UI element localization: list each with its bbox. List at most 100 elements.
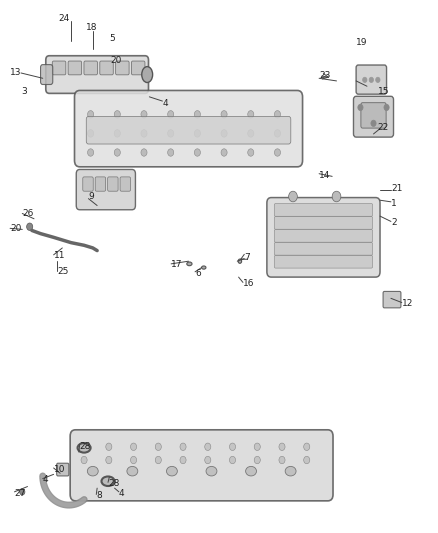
- Text: 7: 7: [244, 253, 250, 262]
- Text: 24: 24: [58, 14, 69, 23]
- Circle shape: [358, 104, 363, 111]
- Text: 13: 13: [10, 68, 21, 77]
- Text: 25: 25: [57, 268, 68, 276]
- Ellipse shape: [201, 266, 206, 269]
- FancyBboxPatch shape: [52, 61, 66, 75]
- Text: 18: 18: [86, 23, 98, 33]
- FancyBboxPatch shape: [95, 177, 106, 191]
- Text: 28: 28: [108, 479, 120, 488]
- FancyBboxPatch shape: [356, 65, 387, 94]
- Circle shape: [155, 456, 161, 464]
- Circle shape: [155, 443, 161, 450]
- Circle shape: [248, 149, 254, 156]
- FancyBboxPatch shape: [74, 91, 303, 167]
- Circle shape: [275, 130, 280, 137]
- FancyBboxPatch shape: [68, 61, 81, 75]
- Text: 28: 28: [80, 442, 91, 451]
- Circle shape: [254, 443, 260, 450]
- Circle shape: [88, 111, 94, 118]
- Ellipse shape: [187, 262, 192, 266]
- FancyBboxPatch shape: [120, 177, 131, 191]
- Text: 26: 26: [22, 209, 34, 218]
- Circle shape: [304, 456, 310, 464]
- Circle shape: [168, 149, 174, 156]
- Ellipse shape: [102, 477, 115, 486]
- Circle shape: [363, 77, 367, 83]
- Circle shape: [221, 130, 227, 137]
- Ellipse shape: [127, 466, 138, 476]
- Text: 20: 20: [110, 56, 122, 65]
- Text: 3: 3: [21, 87, 27, 96]
- Ellipse shape: [285, 466, 296, 476]
- Circle shape: [180, 456, 186, 464]
- Circle shape: [194, 130, 201, 137]
- FancyBboxPatch shape: [353, 96, 393, 137]
- Circle shape: [230, 456, 236, 464]
- Circle shape: [114, 130, 120, 137]
- Circle shape: [106, 456, 112, 464]
- Ellipse shape: [166, 466, 177, 476]
- Circle shape: [369, 77, 374, 83]
- Circle shape: [289, 191, 297, 202]
- Text: 12: 12: [402, 299, 413, 308]
- Text: 14: 14: [319, 171, 331, 180]
- FancyBboxPatch shape: [57, 463, 69, 476]
- Ellipse shape: [87, 466, 98, 476]
- Text: 21: 21: [391, 183, 402, 192]
- Circle shape: [279, 456, 285, 464]
- Text: 15: 15: [378, 87, 389, 96]
- Circle shape: [131, 443, 137, 450]
- Text: 20: 20: [10, 224, 21, 233]
- Text: 16: 16: [243, 279, 254, 288]
- FancyBboxPatch shape: [383, 292, 401, 308]
- FancyBboxPatch shape: [274, 216, 373, 229]
- Circle shape: [248, 111, 254, 118]
- Circle shape: [81, 456, 87, 464]
- Circle shape: [81, 443, 87, 450]
- FancyBboxPatch shape: [100, 61, 113, 75]
- Circle shape: [141, 130, 147, 137]
- Circle shape: [194, 111, 201, 118]
- Circle shape: [221, 149, 227, 156]
- Circle shape: [376, 77, 380, 83]
- FancyBboxPatch shape: [70, 430, 333, 501]
- Ellipse shape: [206, 466, 217, 476]
- Circle shape: [180, 443, 186, 450]
- FancyBboxPatch shape: [361, 103, 386, 128]
- Ellipse shape: [238, 259, 242, 263]
- Circle shape: [230, 443, 236, 450]
- Text: 6: 6: [195, 269, 201, 278]
- Ellipse shape: [246, 466, 257, 476]
- Circle shape: [254, 456, 260, 464]
- Text: 4: 4: [119, 489, 124, 498]
- Ellipse shape: [142, 67, 152, 83]
- Circle shape: [194, 149, 201, 156]
- FancyBboxPatch shape: [108, 177, 118, 191]
- Text: 22: 22: [378, 123, 389, 132]
- Text: 1: 1: [391, 199, 397, 208]
- Text: 2: 2: [391, 218, 396, 227]
- FancyBboxPatch shape: [84, 61, 97, 75]
- Text: 11: 11: [53, 252, 65, 261]
- Text: 4: 4: [162, 99, 168, 108]
- FancyBboxPatch shape: [76, 169, 135, 210]
- Circle shape: [275, 149, 280, 156]
- Circle shape: [275, 111, 280, 118]
- Text: 4: 4: [43, 475, 48, 484]
- Circle shape: [205, 443, 211, 450]
- Circle shape: [88, 149, 94, 156]
- Circle shape: [248, 130, 254, 137]
- Text: 5: 5: [110, 34, 115, 43]
- Text: 8: 8: [96, 491, 102, 500]
- Circle shape: [168, 111, 174, 118]
- Circle shape: [384, 104, 389, 111]
- Circle shape: [141, 149, 147, 156]
- Text: 9: 9: [88, 192, 94, 201]
- Circle shape: [106, 443, 112, 450]
- Circle shape: [304, 443, 310, 450]
- Circle shape: [168, 130, 174, 137]
- Circle shape: [371, 120, 376, 126]
- Circle shape: [221, 111, 227, 118]
- FancyBboxPatch shape: [274, 255, 373, 268]
- Circle shape: [114, 111, 120, 118]
